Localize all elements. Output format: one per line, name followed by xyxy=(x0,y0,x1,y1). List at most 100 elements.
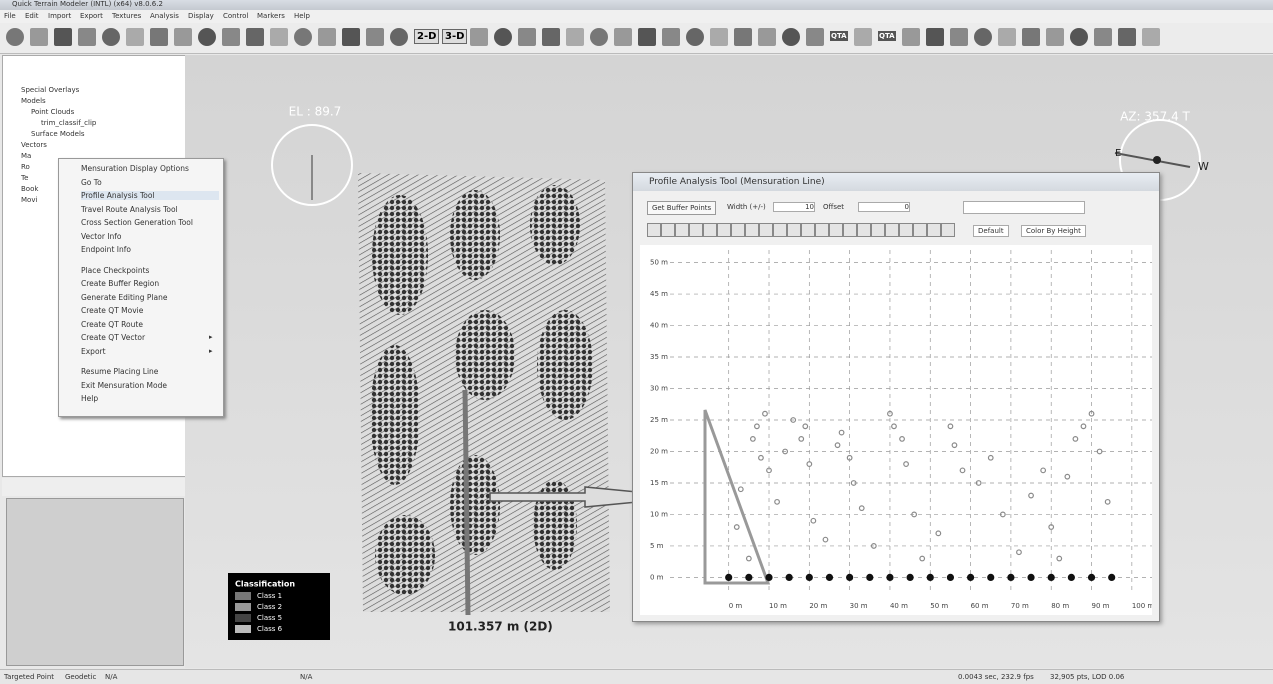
tree-item[interactable]: Movi xyxy=(21,196,38,204)
profile-tool-icon[interactable] xyxy=(759,223,773,237)
color-dropdown[interactable]: Color By Height xyxy=(1021,225,1086,237)
profile-tool-icon[interactable] xyxy=(857,223,871,237)
menu-item[interactable]: Analysis xyxy=(150,12,179,20)
context-item[interactable]: Cross Section Generation Tool xyxy=(81,218,193,227)
profile-tool-icon[interactable] xyxy=(913,223,927,237)
toolbar-icon[interactable] xyxy=(926,28,944,46)
toolbar-icon[interactable] xyxy=(342,28,360,46)
toolbar-icon[interactable] xyxy=(758,28,776,46)
menu-item[interactable]: Control xyxy=(223,12,249,20)
menu-item[interactable]: Import xyxy=(48,12,72,20)
dropdown[interactable] xyxy=(963,201,1085,214)
toolbar-icon[interactable] xyxy=(54,28,72,46)
style-dropdown[interactable]: Default xyxy=(973,225,1009,237)
toolbar-icon[interactable] xyxy=(390,28,408,46)
tree-item[interactable]: Special Overlays xyxy=(21,86,80,94)
tree-item[interactable]: Ro xyxy=(21,163,30,171)
context-item[interactable]: Generate Editing Plane xyxy=(81,292,168,302)
menu-item[interactable]: Export xyxy=(80,12,103,20)
tree-item[interactable]: Vectors xyxy=(21,141,47,149)
toolbar-icon[interactable] xyxy=(1022,28,1040,46)
toolbar-icon[interactable] xyxy=(614,28,632,46)
profile-tool-icon[interactable] xyxy=(815,223,829,237)
toolbar-icon[interactable] xyxy=(686,28,704,46)
toolbar-icon[interactable] xyxy=(710,28,728,46)
toolbar-icon[interactable] xyxy=(1094,28,1112,46)
toolbar-icon[interactable] xyxy=(270,28,288,46)
context-item[interactable]: Help xyxy=(81,394,99,403)
toolbar-icon[interactable] xyxy=(950,28,968,46)
menu-item[interactable]: Textures xyxy=(112,12,142,20)
toolbar-icon[interactable] xyxy=(30,28,48,46)
toolbar-icon[interactable] xyxy=(470,28,488,46)
toolbar-icon[interactable] xyxy=(366,28,384,46)
toolbar-icon[interactable] xyxy=(126,28,144,46)
profile-tool-icon[interactable] xyxy=(675,223,689,237)
profile-tool-icon[interactable] xyxy=(717,223,731,237)
toolbar-icon[interactable] xyxy=(494,28,512,46)
profile-tool-icon[interactable] xyxy=(731,223,745,237)
toolbar-icon[interactable] xyxy=(782,28,800,46)
profile-tool-icon[interactable] xyxy=(885,223,899,237)
toolbar-icon[interactable] xyxy=(902,28,920,46)
context-item[interactable]: Vector Info xyxy=(81,231,122,241)
get-buffer-button[interactable]: Get Buffer Points xyxy=(647,201,717,215)
width-input[interactable]: 10 xyxy=(773,202,815,212)
menu-item[interactable]: Help xyxy=(294,12,310,20)
menu-item[interactable]: Markers xyxy=(257,12,285,20)
toolbar-icon[interactable] xyxy=(974,28,992,46)
toolbar-icon[interactable] xyxy=(638,28,656,46)
context-item[interactable]: Travel Route Analysis Tool xyxy=(81,204,178,214)
toolbar-button[interactable]: 2-D xyxy=(414,29,440,44)
context-item[interactable]: Go To xyxy=(81,177,102,187)
toolbar-icon[interactable] xyxy=(1142,28,1160,46)
context-item[interactable]: Place Checkpoints xyxy=(81,265,150,275)
profile-tool-icon[interactable] xyxy=(801,223,815,237)
context-item[interactable]: Create QT Movie xyxy=(81,306,144,315)
profile-tool-icon[interactable] xyxy=(647,223,661,237)
toolbar-icon[interactable] xyxy=(102,28,120,46)
menu-item[interactable]: Edit xyxy=(25,12,39,20)
profile-tool-icon[interactable] xyxy=(745,223,759,237)
context-item[interactable]: Resume Placing Line xyxy=(81,367,159,376)
tree-item[interactable]: Point Clouds xyxy=(31,108,75,116)
toolbar-icon[interactable] xyxy=(150,28,168,46)
toolbar-icon[interactable] xyxy=(1118,28,1136,46)
offset-input[interactable]: 0 xyxy=(858,202,910,212)
context-item[interactable]: Create Buffer Region xyxy=(81,279,160,288)
tree-item[interactable]: Book xyxy=(21,185,39,193)
profile-tool-icon[interactable] xyxy=(787,223,801,237)
context-item[interactable]: Create QT Vector xyxy=(81,333,146,342)
profile-tool-icon[interactable] xyxy=(899,223,913,237)
toolbar-icon[interactable] xyxy=(566,28,584,46)
profile-tool-icon[interactable] xyxy=(829,223,843,237)
toolbar-button[interactable]: QTA xyxy=(830,31,848,41)
toolbar-icon[interactable] xyxy=(590,28,608,46)
menu-item[interactable]: Display xyxy=(188,12,214,20)
toolbar-icon[interactable] xyxy=(854,28,872,46)
toolbar-button[interactable]: QTA xyxy=(878,31,896,41)
toolbar-icon[interactable] xyxy=(222,28,240,46)
toolbar-icon[interactable] xyxy=(78,28,96,46)
toolbar-button[interactable]: 3-D xyxy=(442,29,468,44)
tree-item[interactable]: Models xyxy=(21,97,46,105)
context-item[interactable]: Export xyxy=(81,346,106,356)
tree-item[interactable]: Te xyxy=(21,174,29,182)
tree-item[interactable]: Surface Models xyxy=(31,130,85,138)
profile-tool-icon[interactable] xyxy=(661,223,675,237)
toolbar-icon[interactable] xyxy=(998,28,1016,46)
menu-item[interactable]: File xyxy=(4,12,16,20)
toolbar-icon[interactable] xyxy=(246,28,264,46)
toolbar-icon[interactable] xyxy=(318,28,336,46)
toolbar-icon[interactable] xyxy=(518,28,536,46)
profile-tool-icon[interactable] xyxy=(871,223,885,237)
context-item[interactable]: Profile Analysis Tool xyxy=(81,191,219,200)
tree-item[interactable]: trim_classif_clip xyxy=(41,119,97,127)
toolbar-icon[interactable] xyxy=(662,28,680,46)
toolbar-icon[interactable] xyxy=(198,28,216,46)
context-item[interactable]: Exit Mensuration Mode xyxy=(81,380,167,390)
context-item[interactable]: Create QT Route xyxy=(81,319,143,329)
toolbar-icon[interactable] xyxy=(6,28,24,46)
toolbar-icon[interactable] xyxy=(542,28,560,46)
profile-tool-icon[interactable] xyxy=(773,223,787,237)
